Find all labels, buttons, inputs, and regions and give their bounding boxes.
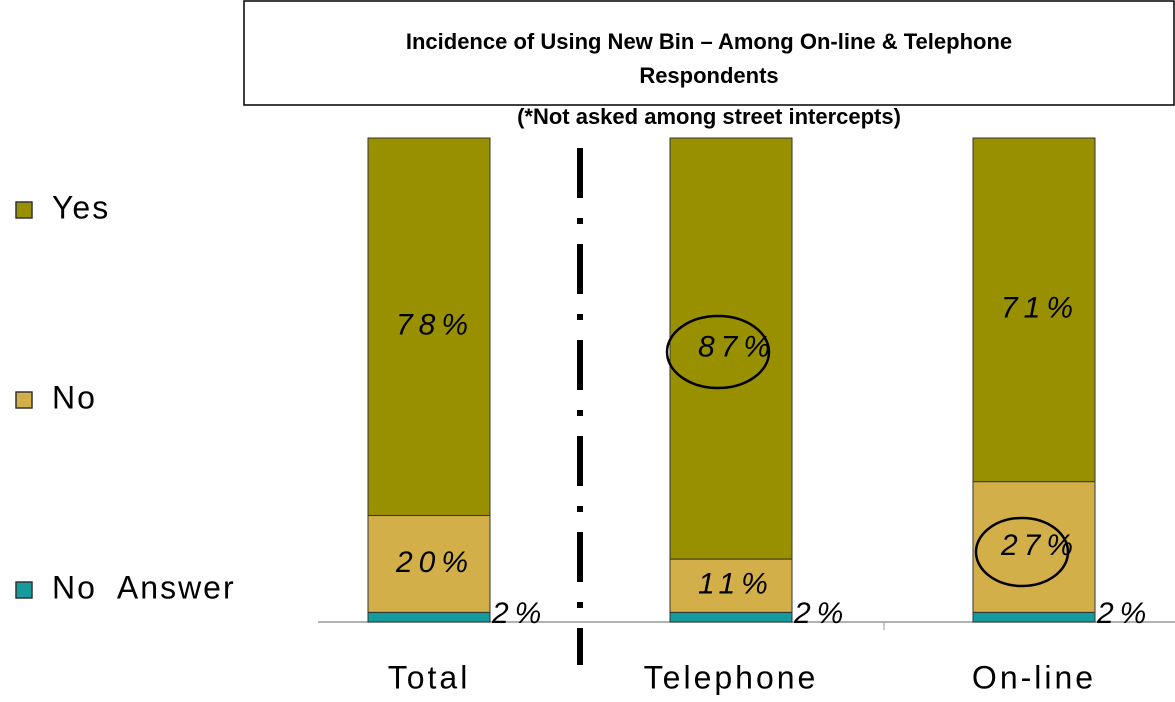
x-tick-label: Total [388,659,471,695]
value-label: 78% [396,309,474,342]
highlight-circle [974,516,1070,588]
bar-segment [972,137,1096,483]
bar-segment [669,137,793,560]
value-label: 2% [1096,597,1152,630]
legend-swatch [15,391,33,409]
value-label: 11% [698,568,774,601]
x-tick-label: On-line [972,659,1096,695]
chart-subtitle: (*Not asked among street intercepts) [517,104,901,129]
bar-segment [669,558,793,613]
bar-segment [367,137,491,517]
legend-label: Yes [52,189,110,225]
legend-label: No [52,379,97,415]
bar-segment [367,611,491,623]
legend-label: No Answer [52,569,236,605]
value-label: 71% [1001,292,1079,325]
legend-swatch [15,201,33,219]
legend-swatch [15,581,33,599]
bar-segment [669,611,793,623]
chart-title: Incidence of Using New Bin – Among On-li… [406,29,1012,88]
value-label: 87% [698,330,776,363]
bar-segment [972,481,1096,613]
value-label: 20% [395,546,474,579]
value-label: 2% [793,597,849,630]
bar-segment [972,611,1096,623]
value-label: 2% [491,597,547,630]
value-label: 27% [1000,529,1079,562]
x-tick-label: Telephone [644,659,819,695]
highlight-circle [665,314,771,390]
bar-segment [367,515,491,613]
title-box [243,0,1175,106]
